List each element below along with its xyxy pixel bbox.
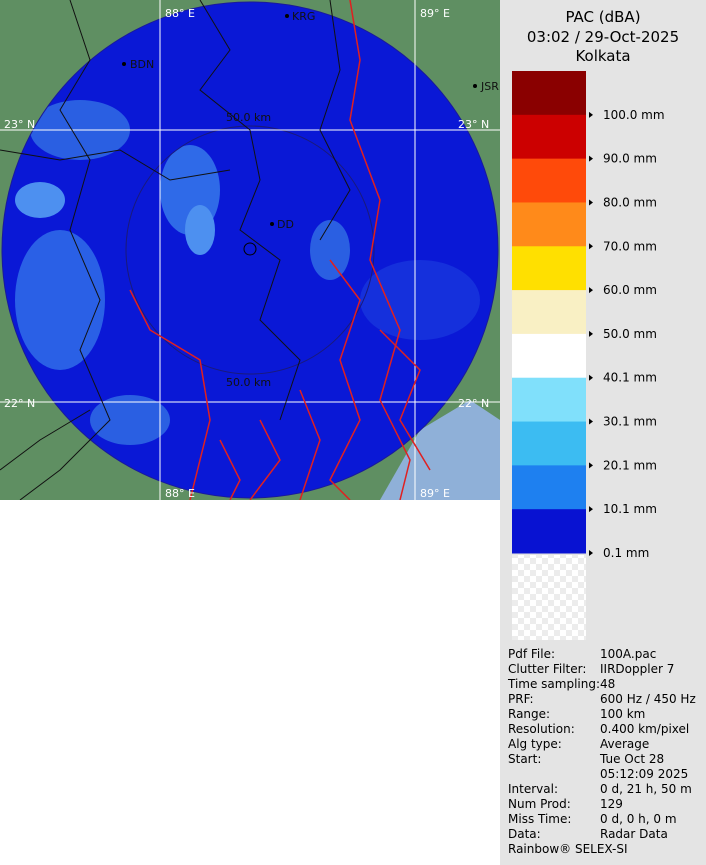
lon-label: 89° E	[420, 487, 450, 500]
scale-pointer	[589, 506, 593, 513]
scale-pointer	[589, 287, 593, 294]
scale-swatch	[512, 465, 586, 510]
scale-pointer	[589, 418, 593, 425]
scale-pointer	[589, 111, 593, 118]
info-key: Alg type:	[508, 737, 562, 751]
scale-label: 100.0 mm	[603, 108, 665, 122]
place-label: KRG	[292, 10, 315, 23]
scale-swatch	[512, 114, 586, 160]
info-key: Pdf File:	[508, 647, 556, 661]
scale-swatch	[512, 509, 586, 554]
lat-label: 23° N	[4, 118, 35, 131]
scale-swatch	[512, 158, 586, 203]
info-value: 0 d, 21 h, 50 m	[600, 782, 692, 796]
scale-swatch	[512, 202, 586, 247]
info-value: 600 Hz / 450 Hz	[600, 692, 696, 706]
precip-patches	[15, 100, 480, 445]
info-value: IIRDoppler 7	[600, 662, 675, 676]
coastline-rivers	[129, 0, 431, 500]
info-value: 0.400 km/pixel	[600, 722, 690, 736]
info-key: Range:	[508, 707, 551, 721]
product-title: PAC (dBA)	[565, 8, 641, 26]
color-scale: 100.0 mm 90.0 mm 80.0 mm 70.0 mm 60.0 mm 50.0…	[512, 71, 665, 640]
range-ring-outer	[1, 1, 499, 499]
info-value: 05:12:09 2025	[600, 767, 689, 781]
scale-pointer	[589, 199, 593, 206]
info-value: 129	[600, 797, 623, 811]
no-data-swatch	[512, 555, 586, 640]
timestamp: 03:02 / 29-Oct-2025	[526, 28, 680, 46]
lat-label: 22° N	[4, 397, 35, 410]
scale-swatch	[512, 290, 586, 335]
scale-label: 30.1 mm	[603, 415, 657, 429]
scale-swatch	[512, 333, 586, 379]
info-key: Interval:	[508, 782, 558, 796]
info-key: Time sampling:	[508, 677, 601, 691]
info-key: Data:	[508, 827, 541, 841]
info-value: 48	[600, 677, 616, 691]
info-key: Start:	[508, 752, 542, 766]
station: Kolkata	[575, 47, 631, 65]
lon-label: 88° E	[165, 7, 195, 20]
scale-label: 0.1 mm	[603, 546, 649, 560]
district-borders	[0, 0, 351, 500]
radar-map: 88° E 89° E 88° E 89° E 23° N 23° N 22° …	[0, 0, 500, 500]
info-key: PRF:	[508, 692, 534, 706]
scale-swatch	[512, 246, 586, 291]
scale-label: 40.1 mm	[603, 371, 657, 385]
info-key: Resolution:	[508, 722, 575, 736]
info-value: Radar Data	[600, 827, 668, 841]
lat-label: 23° N	[458, 118, 489, 131]
scale-swatch	[512, 377, 586, 423]
scale-swatch	[512, 71, 586, 116]
info-value: Average	[600, 737, 650, 751]
scale-label: 60.0 mm	[603, 283, 657, 297]
info-value: 0 d, 0 h, 0 m	[600, 812, 677, 826]
scale-pointer	[589, 155, 593, 162]
info-key: Clutter Filter:	[508, 662, 587, 676]
scale-pointer	[589, 243, 593, 250]
place-label: BDN	[130, 58, 154, 71]
scale-pointer	[589, 550, 593, 556]
scale-label: 70.0 mm	[603, 239, 657, 253]
scale-swatch	[512, 421, 586, 466]
lat-label: 22° N	[458, 397, 489, 410]
scale-pointer	[589, 462, 593, 469]
sea	[380, 400, 500, 500]
side-panel: PAC (dBA) 03:02 / 29-Oct-2025 Kolkata 10…	[500, 0, 706, 865]
scale-label: 20.1 mm	[603, 458, 657, 472]
info-value: 100A.pac	[600, 647, 657, 661]
range-label: 50.0 km	[226, 376, 271, 389]
info-key: Num Prod:	[508, 797, 571, 811]
place-label: DD	[277, 218, 294, 231]
footer: Rainbow® SELEX-SI	[508, 842, 628, 856]
range-label: 50.0 km	[226, 111, 271, 124]
scale-label: 10.1 mm	[603, 502, 657, 516]
scale-pointer	[589, 374, 593, 381]
place-markers	[122, 14, 477, 226]
lon-label: 89° E	[420, 7, 450, 20]
scale-label: 50.0 mm	[603, 327, 657, 341]
scale-label: 90.0 mm	[603, 152, 657, 166]
info-value: Tue Oct 28	[600, 752, 665, 766]
info-value: 100 km	[600, 707, 646, 721]
radar-site	[243, 242, 257, 256]
scale-label: 80.0 mm	[603, 195, 657, 209]
scale-pointer	[589, 330, 593, 337]
place-label: JSR	[480, 80, 499, 93]
range-ring-inner	[125, 125, 375, 375]
lon-label: 88° E	[165, 487, 195, 500]
info-key: Miss Time:	[508, 812, 572, 826]
